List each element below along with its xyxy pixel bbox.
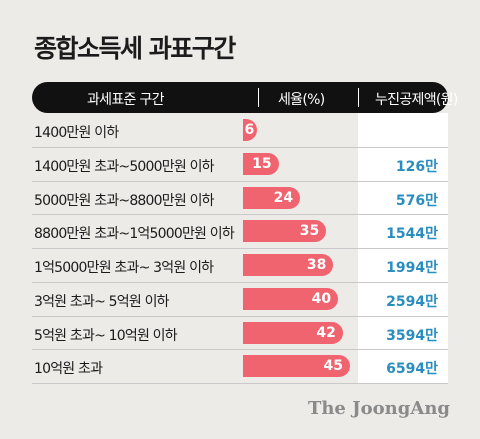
header-divider [258,88,259,107]
brand-logo: The JoongAng [307,398,450,419]
chart-title: 종합소득세 과표구간 [34,34,236,63]
row-bracket-label: 1400만원 이하 [34,125,119,141]
row-divider [32,349,448,351]
rate-bar: 42 [243,321,343,344]
deduction-value: 2594만 [386,293,438,310]
row-divider [32,248,448,249]
row-divider [32,315,448,317]
header-divider [358,88,359,107]
row-divider [32,281,448,283]
deduction-value: 576만 [395,192,438,209]
row-divider [32,146,448,148]
deduction-value: 1994만 [386,260,438,276]
deduction-value: 1544만 [386,226,438,243]
row-divider [32,383,448,384]
row-bracket-label: 8800만원 초과~1억5000만원 이하 [34,226,235,243]
rate-value-label: 45 [323,358,343,375]
rate-value-label: 6 [244,122,255,138]
header-rate: 세율(%) [278,92,325,108]
row-bracket-label: 1억5000만원 초과~ 3억원 이하 [34,260,214,276]
header-bracket: 과세표준 구간 [87,92,165,108]
rate-bar: 15 [243,152,279,175]
row-divider [32,214,448,216]
rate-bar: 24 [243,186,301,209]
rate-value-label: 24 [273,189,294,206]
deduction-value: 3594만 [386,327,438,344]
rate-value-label: 42 [316,324,336,341]
rate-bar: 45 [243,355,350,378]
deduction-value: 6594만 [386,361,438,378]
rate-bar: 40 [243,287,339,310]
rate-value-label: 40 [311,290,332,307]
rate-bar: 38 [243,254,334,276]
table-header: 과세표준 구간 세율(%) 누진공제액(원) [32,82,458,113]
header-deduction: 누진공제액(원) [375,92,458,108]
rate-value-label: 15 [252,155,272,172]
rate-value-label: 38 [306,257,327,273]
row-bracket-label: 5억원 초과~ 10억원 이하 [34,327,178,344]
row-bracket-label: 5000만원 초과~8800만원 이하 [34,192,215,209]
row-divider [32,180,448,182]
row-bracket-label: 10억원 초과 [34,361,103,378]
row-bracket-label: 3억원 초과~ 5억원 이하 [34,293,170,310]
rate-bar: 6 [243,119,258,141]
rate-value-label: 35 [299,223,320,240]
rate-bar: 35 [243,220,327,243]
deduction-value: 126만 [395,158,438,175]
row-bracket-label: 1400만원 초과~5000만원 이하 [34,158,215,175]
